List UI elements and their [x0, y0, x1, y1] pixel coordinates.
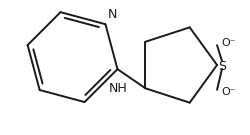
Text: O⁻: O⁻: [220, 38, 235, 48]
Text: N: N: [107, 8, 116, 21]
Text: NH: NH: [108, 82, 127, 95]
Text: O⁻: O⁻: [220, 87, 235, 97]
Text: S: S: [217, 60, 225, 72]
